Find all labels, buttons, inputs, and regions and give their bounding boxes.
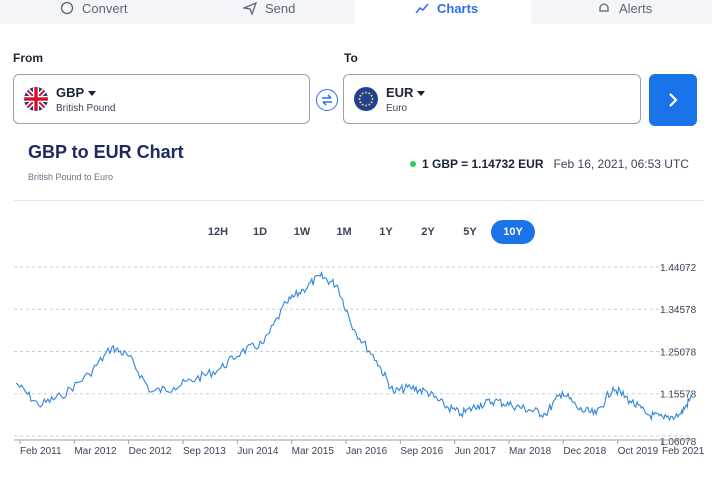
swap-icon — [322, 94, 332, 106]
y-tick-label: 1.25078 — [660, 347, 697, 358]
x-tick-label: Feb 2011 — [20, 446, 62, 457]
x-tick-label: Jan 2016 — [346, 446, 388, 457]
x-tick-label: Mar 2018 — [509, 446, 552, 457]
chevron-right-icon — [669, 93, 678, 107]
tab-convert[interactable]: Convert — [60, 0, 128, 24]
page-title: GBP to EUR Chart — [28, 142, 184, 162]
x-tick-label: Sep 2016 — [400, 446, 443, 457]
current-rate: 1 GBP = 1.14732 EUR Feb 16, 2021, 06:53 … — [410, 157, 689, 171]
tab-label: Convert — [82, 0, 128, 16]
x-tick-label: Dec 2018 — [563, 446, 606, 457]
from-label: From — [13, 51, 43, 65]
y-tick-label: 1.34578 — [660, 305, 697, 316]
y-tick-label: 1.15578 — [660, 390, 697, 401]
send-icon — [243, 1, 257, 15]
uk-flag-icon — [24, 87, 48, 111]
x-tick-label: Sep 2013 — [183, 446, 226, 457]
live-status-dot — [410, 161, 416, 167]
active-tab-background — [355, 0, 531, 24]
tab-alerts[interactable]: Alerts — [597, 0, 652, 24]
page-subtitle: British Pound to Euro — [28, 172, 114, 182]
x-tick-label: Dec 2012 — [129, 446, 172, 457]
chevron-down-icon — [417, 91, 426, 97]
rate-value: 1 GBP = 1.14732 EUR — [422, 157, 544, 171]
x-tick-label: Mar 2015 — [292, 446, 335, 457]
x-tick-label: Feb 2021 — [662, 446, 705, 457]
divider — [14, 200, 704, 201]
range-button-5y[interactable]: 5Y — [463, 226, 477, 238]
to-label: To — [344, 51, 358, 65]
to-currency-code: EUR — [386, 85, 426, 100]
tab-send[interactable]: Send — [243, 0, 295, 24]
x-tick-label: Jun 2014 — [237, 446, 279, 457]
rate-timestamp: Feb 16, 2021, 06:53 UTC — [553, 157, 689, 171]
rate-series-line — [15, 270, 693, 422]
from-currency-code: GBP — [56, 85, 97, 100]
bell-icon — [597, 1, 611, 15]
range-button-1m[interactable]: 1M — [336, 226, 352, 238]
from-currency-select[interactable]: GBP British Pound — [13, 74, 310, 124]
convert-icon — [60, 1, 74, 15]
x-tick-label: Oct 2019 — [618, 446, 659, 457]
range-button-10y[interactable]: 10Y — [491, 220, 535, 244]
y-tick-label: 1.44072 — [660, 263, 697, 274]
chevron-down-icon — [88, 91, 97, 97]
range-button-1w[interactable]: 1W — [293, 226, 311, 238]
tab-label: Charts — [437, 0, 479, 16]
tab-charts[interactable]: Charts — [415, 0, 478, 24]
rate-chart[interactable]: 1.44072 1.34578 1.25078 1.15578 1.06078 Feb … — [0, 250, 712, 483]
to-currency-select[interactable]: EUR Euro — [343, 74, 641, 124]
range-button-1d[interactable]: 1D — [252, 226, 268, 238]
range-button-12h[interactable]: 12H — [207, 226, 229, 238]
to-currency-name: Euro — [386, 103, 408, 114]
from-currency-name: British Pound — [56, 103, 116, 114]
swap-currencies-button[interactable] — [316, 89, 338, 111]
eu-flag-icon — [354, 87, 378, 111]
tab-label: Alerts — [619, 0, 653, 16]
view-chart-button[interactable] — [649, 74, 697, 126]
y-tick-label: 1.06078 — [660, 437, 697, 448]
x-tick-label: Mar 2012 — [74, 446, 117, 457]
time-range-selector: 12H 1D 1W 1M 1Y 2Y 5Y 10Y — [197, 220, 535, 244]
range-button-2y[interactable]: 2Y — [421, 226, 435, 238]
x-tick-label: Jun 2017 — [455, 446, 497, 457]
chart-icon — [415, 1, 429, 15]
tab-label: Send — [265, 0, 296, 16]
range-button-1y[interactable]: 1Y — [379, 226, 393, 238]
tab-bar: Convert Send Charts Alerts — [0, 0, 712, 24]
